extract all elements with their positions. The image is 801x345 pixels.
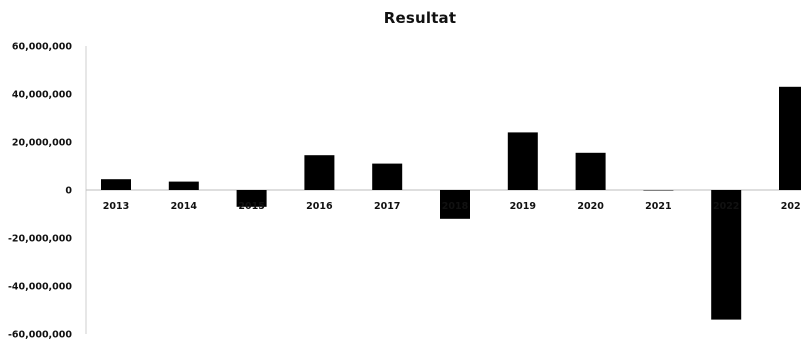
bar — [236, 190, 267, 207]
y-tick-label: -20,000,000 — [8, 234, 72, 245]
y-tick-label: -40,000,000 — [8, 282, 72, 293]
bar — [168, 181, 199, 190]
y-tick-label: -60,000,000 — [8, 330, 72, 341]
x-tick-labels: 2013 2014 2015 2016 2017 2018 2019 2020 2021 2022… — [103, 201, 801, 212]
x-tick-label: 2013 — [103, 201, 129, 212]
bar — [779, 86, 801, 190]
x-tick-label: 2023 — [781, 201, 801, 212]
x-tick-label: 2016 — [306, 201, 333, 212]
bar — [101, 179, 131, 190]
bar — [304, 155, 335, 190]
x-tick-label: 2018 — [442, 201, 469, 212]
x-tick-label: 2021 — [645, 201, 671, 212]
y-tick-label: 0 — [65, 186, 72, 197]
y-tick-label: 40,000,000 — [12, 90, 72, 101]
x-tick-label: 2020 — [577, 201, 604, 212]
bar — [440, 190, 470, 219]
y-tick-label: 60,000,000 — [12, 42, 72, 53]
bar — [575, 152, 606, 190]
bar — [643, 190, 674, 191]
x-tick-label: 2019 — [510, 201, 536, 212]
x-tick-label: 2017 — [374, 201, 400, 212]
bar — [507, 132, 538, 190]
x-tick-label: 2015 — [238, 201, 264, 212]
bar — [711, 190, 742, 320]
bars — [101, 86, 801, 320]
y-tick-label: 20,000,000 — [12, 138, 72, 149]
bar — [372, 163, 403, 190]
x-tick-label: 2022 — [713, 201, 739, 212]
chart-title: Resultat — [383, 9, 457, 27]
y-tick-labels: 60,000,000 40,000,000 20,000,000 0 -20,000,0… — [8, 42, 72, 341]
x-tick-label: 2014 — [171, 201, 198, 212]
